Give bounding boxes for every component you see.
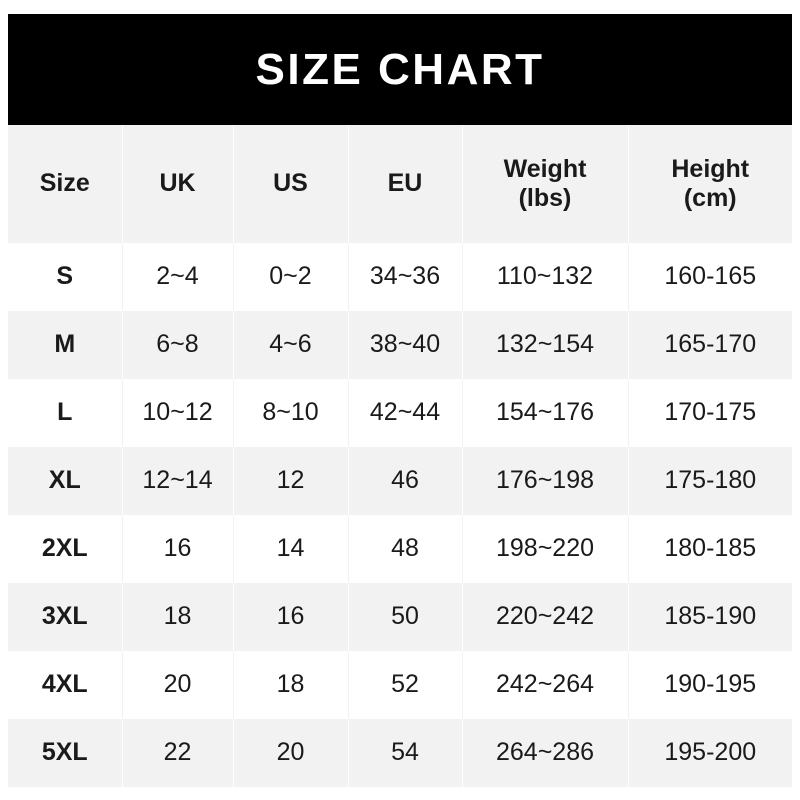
- table-row: 5XL 22 20 54 264~286 195-200: [8, 719, 792, 787]
- page-title: SIZE CHART: [255, 44, 545, 94]
- size-chart-table: Size UK US EU Weight (lbs) Height (cm): [8, 125, 792, 787]
- column-header-height-unit: (cm): [683, 184, 737, 212]
- cell-weight: 242~264: [462, 651, 629, 719]
- cell-height: 190-195: [664, 670, 757, 699]
- table-row: S 2~4 0~2 34~36 110~132 160-165: [8, 243, 792, 311]
- cell-size: 4XL: [8, 651, 123, 719]
- column-header-eu: EU: [348, 125, 463, 243]
- column-header-uk: UK: [122, 125, 234, 243]
- cell-uk: 12~14: [122, 447, 234, 515]
- cell-weight: 220~242: [462, 583, 629, 651]
- cell-eu: 52: [348, 651, 463, 719]
- column-header-us: US: [233, 125, 349, 243]
- cell-size: 2XL: [8, 515, 123, 583]
- table-header: Size UK US EU Weight (lbs) Height (cm): [8, 125, 792, 243]
- header-row: Size UK US EU Weight (lbs) Height (cm): [8, 125, 792, 243]
- cell-us: 8~10: [233, 379, 349, 447]
- cell-size: 3XL: [8, 583, 123, 651]
- cell-uk: 22: [122, 719, 234, 787]
- cell-uk: 2~4: [122, 243, 234, 311]
- cell-us: 12: [233, 447, 349, 515]
- cell-height: 195-200: [664, 738, 757, 767]
- column-header-weight-label: Weight: [503, 154, 587, 183]
- cell-uk: 18: [122, 583, 234, 651]
- cell-weight: 198~220: [462, 515, 629, 583]
- cell-weight: 264~286: [462, 719, 629, 787]
- cell-us: 18: [233, 651, 349, 719]
- cell-eu: 54: [348, 719, 463, 787]
- cell-us: 20: [233, 719, 349, 787]
- column-header-eu-label: EU: [387, 169, 423, 198]
- table-row: 3XL 18 16 50 220~242 185-190: [8, 583, 792, 651]
- cell-weight: 176~198: [462, 447, 629, 515]
- cell-size: XL: [8, 447, 123, 515]
- cell-eu: 38~40: [348, 311, 463, 379]
- column-header-uk-label: UK: [159, 169, 196, 198]
- column-header-weight: Weight (lbs): [462, 125, 629, 243]
- cell-height: 175-180: [664, 466, 757, 495]
- cell-eu: 48: [348, 515, 463, 583]
- cell-size: S: [8, 243, 123, 311]
- cell-weight: 110~132: [462, 243, 629, 311]
- column-header-us-label: US: [273, 169, 308, 198]
- table-row: M 6~8 4~6 38~40 132~154 165-170: [8, 311, 792, 379]
- cell-us: 14: [233, 515, 349, 583]
- column-header-height-label: Height: [671, 154, 750, 183]
- cell-weight: 132~154: [462, 311, 629, 379]
- table-body: S 2~4 0~2 34~36 110~132 160-165 M 6~8 4~…: [8, 243, 792, 787]
- cell-size: M: [8, 311, 123, 379]
- cell-eu: 34~36: [348, 243, 463, 311]
- title-banner: SIZE CHART: [8, 14, 792, 125]
- cell-height: 170-175: [664, 398, 757, 427]
- cell-eu: 46: [348, 447, 463, 515]
- cell-uk: 10~12: [122, 379, 234, 447]
- table-row: 2XL 16 14 48 198~220 180-185: [8, 515, 792, 583]
- table-row: 4XL 20 18 52 242~264 190-195: [8, 651, 792, 719]
- cell-weight: 154~176: [462, 379, 629, 447]
- column-header-weight-unit: (lbs): [518, 184, 572, 212]
- cell-uk: 16: [122, 515, 234, 583]
- cell-size: 5XL: [8, 719, 123, 787]
- table-row: XL 12~14 12 46 176~198 175-180: [8, 447, 792, 515]
- cell-us: 4~6: [233, 311, 349, 379]
- cell-height: 165-170: [664, 330, 757, 359]
- cell-uk: 20: [122, 651, 234, 719]
- cell-us: 16: [233, 583, 349, 651]
- cell-us: 0~2: [233, 243, 349, 311]
- cell-size: L: [8, 379, 123, 447]
- column-header-size-label: Size: [39, 169, 90, 198]
- table-row: L 10~12 8~10 42~44 154~176 170-175: [8, 379, 792, 447]
- cell-eu: 42~44: [348, 379, 463, 447]
- cell-uk: 6~8: [122, 311, 234, 379]
- cell-eu: 50: [348, 583, 463, 651]
- column-header-height: Height (cm): [628, 125, 792, 243]
- cell-height: 185-190: [664, 602, 757, 631]
- cell-height: 180-185: [664, 534, 757, 563]
- cell-height: 160-165: [664, 262, 757, 291]
- column-header-size: Size: [8, 125, 123, 243]
